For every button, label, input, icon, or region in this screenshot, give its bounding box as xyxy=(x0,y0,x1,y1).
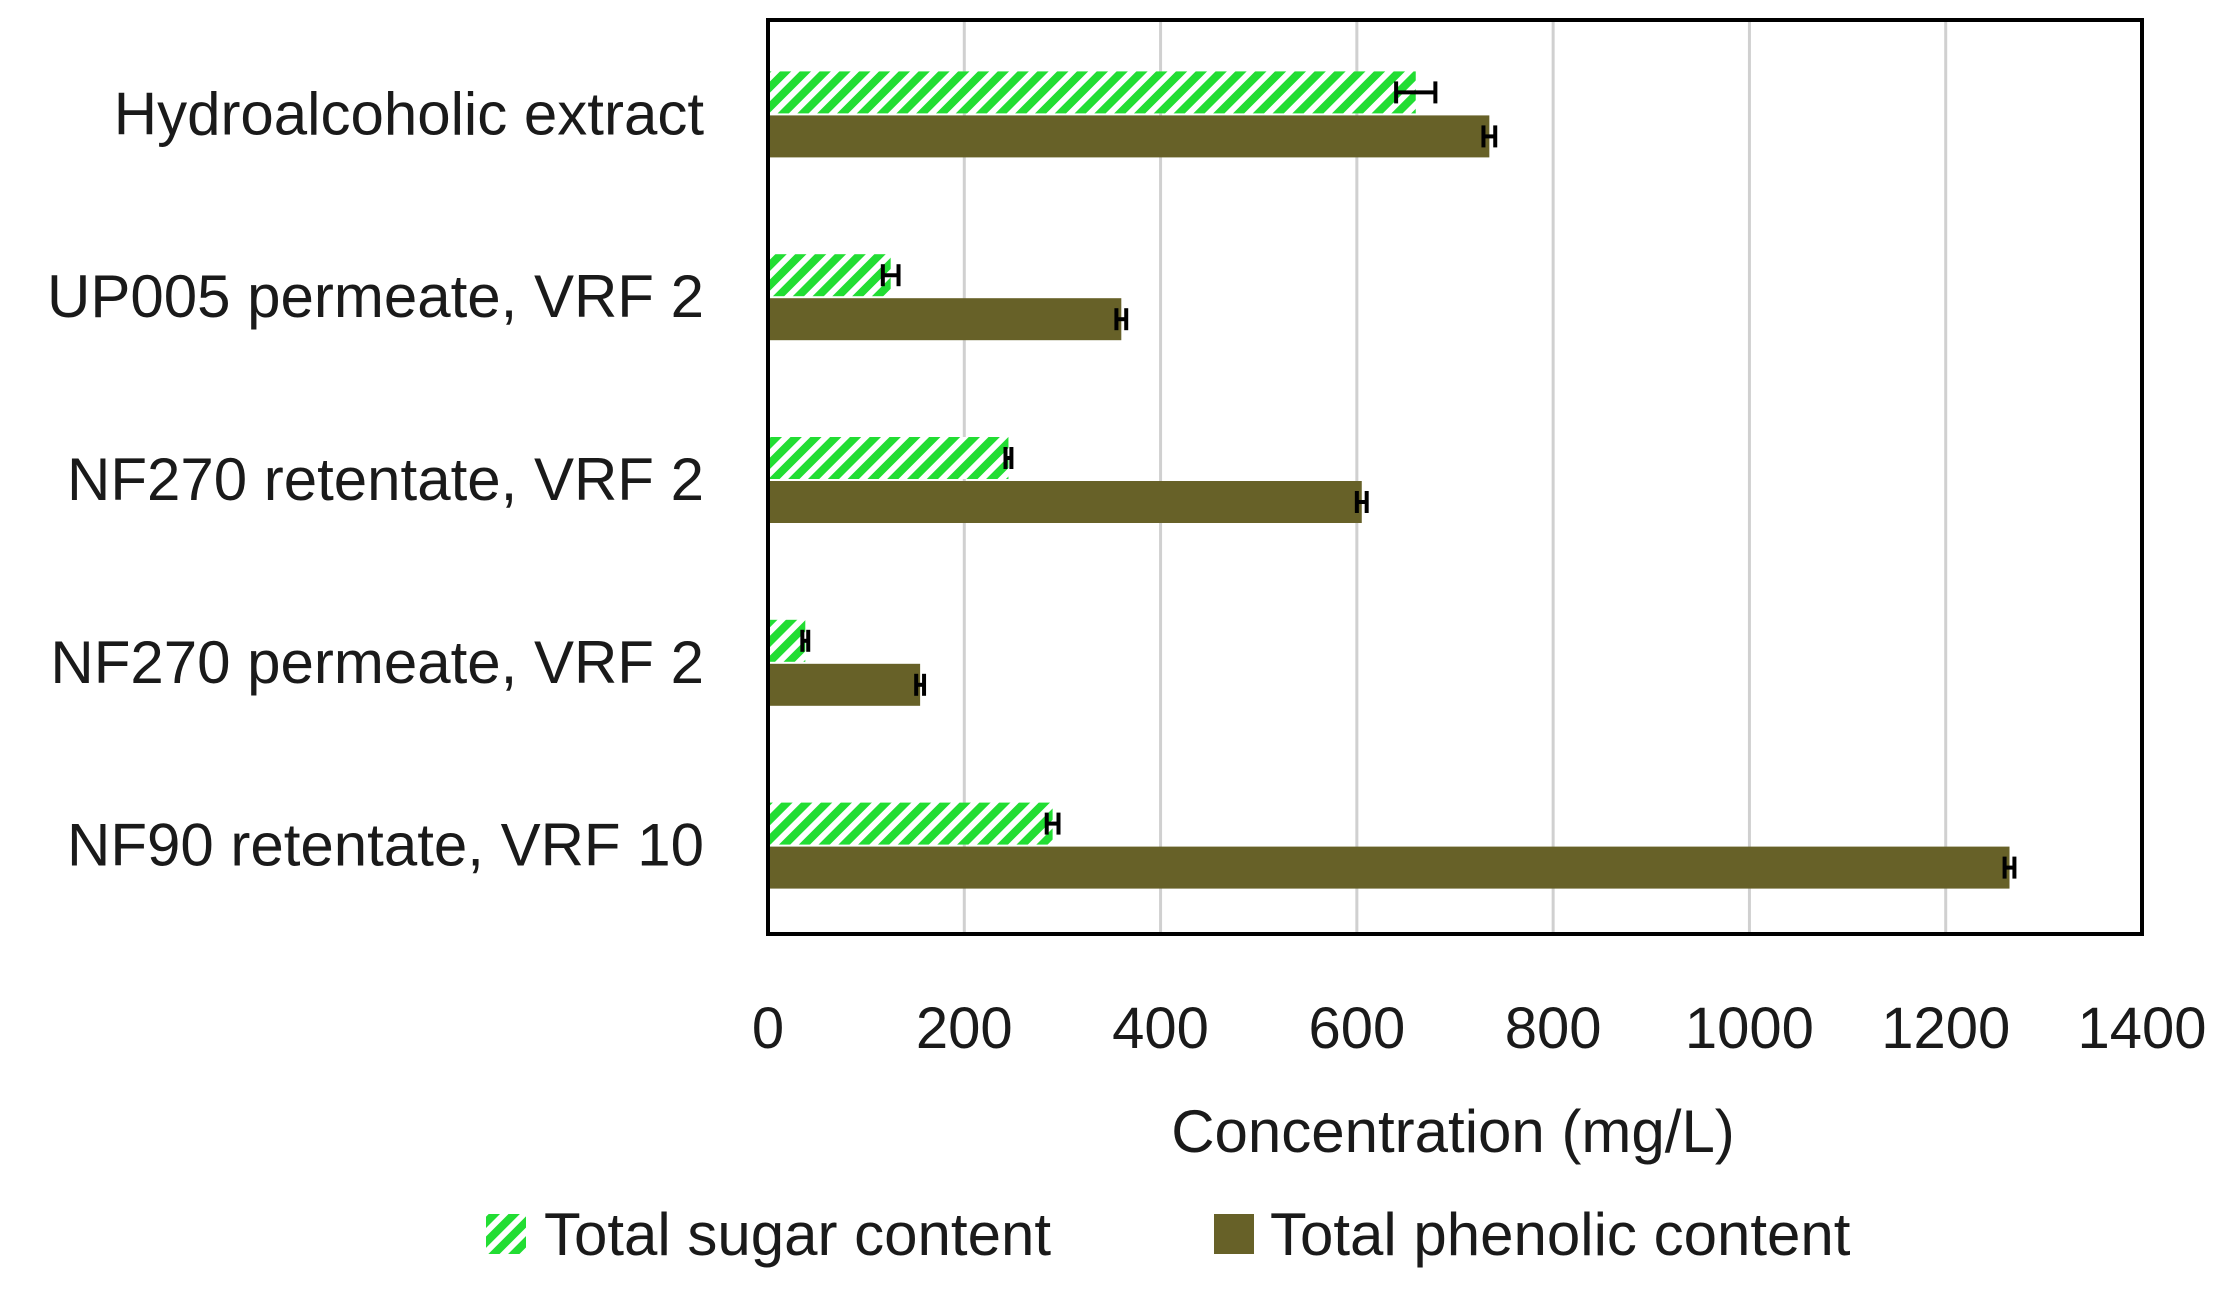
bar-sugar xyxy=(768,437,1009,479)
error-bar-sugar xyxy=(1044,812,1061,835)
bar-sugar xyxy=(768,802,1053,845)
error-bar-phenolic xyxy=(1114,308,1129,331)
x-tick-label: 1400 xyxy=(2077,996,2206,1061)
bar-phenolic xyxy=(768,115,1490,158)
bar-sugar xyxy=(768,71,1416,114)
category-label: NF270 permeate, VRF 2 xyxy=(50,629,704,696)
x-tick-label: 1000 xyxy=(1685,996,1814,1061)
legend-swatch-phenolic xyxy=(1214,1214,1254,1254)
error-bar-phenolic xyxy=(1481,125,1498,148)
error-bar-phenolic xyxy=(914,673,927,696)
error-bar-phenolic xyxy=(2002,856,2017,879)
legend-item-phenolic: Total phenolic content xyxy=(1214,1201,1851,1268)
category-label: Hydroalcoholic extract xyxy=(114,80,705,147)
grid-lines xyxy=(962,20,1948,934)
error-bar-sugar xyxy=(800,629,811,652)
x-tick-labels: 0 200 400 600 800 1000 1200 1400 xyxy=(752,996,2207,1061)
legend-label-sugar: Total sugar content xyxy=(544,1201,1051,1268)
bar-sugar xyxy=(768,254,891,297)
x-tick-label: 200 xyxy=(916,996,1013,1061)
error-bar-sugar xyxy=(880,264,901,287)
category-label: NF90 retentate, VRF 10 xyxy=(67,812,704,879)
error-bar-sugar xyxy=(1003,447,1014,469)
x-tick-label: 1200 xyxy=(1881,996,2010,1061)
x-tick-label: 0 xyxy=(752,996,784,1061)
x-tick-label: 400 xyxy=(1112,996,1209,1061)
bar-phenolic xyxy=(768,298,1122,341)
category-labels: Hydroalcoholic extract UP005 permeate, VR… xyxy=(47,80,704,878)
plot-frame xyxy=(766,18,2144,936)
legend-item-sugar: Total sugar content xyxy=(486,1201,1051,1268)
legend: Total sugar content Total phenolic conte… xyxy=(486,1201,1851,1268)
bar-phenolic xyxy=(768,481,1362,523)
x-tick-label: 600 xyxy=(1308,996,1405,1061)
x-axis-title: Concentration (mg/L) xyxy=(1171,1098,1735,1165)
legend-swatch-sugar xyxy=(486,1214,526,1254)
error-bar-sugar xyxy=(1394,81,1438,104)
error-bar-phenolic xyxy=(1354,491,1369,513)
category-label: UP005 permeate, VRF 2 xyxy=(47,263,704,330)
legend-label-phenolic: Total phenolic content xyxy=(1270,1201,1851,1268)
category-label: NF270 retentate, VRF 2 xyxy=(67,446,704,513)
error-bars xyxy=(800,81,2017,879)
bar-phenolic xyxy=(768,846,2010,889)
bars xyxy=(768,71,2010,889)
bar-sugar xyxy=(768,619,806,662)
bar-phenolic xyxy=(768,663,921,706)
x-tick-label: 800 xyxy=(1505,996,1602,1061)
